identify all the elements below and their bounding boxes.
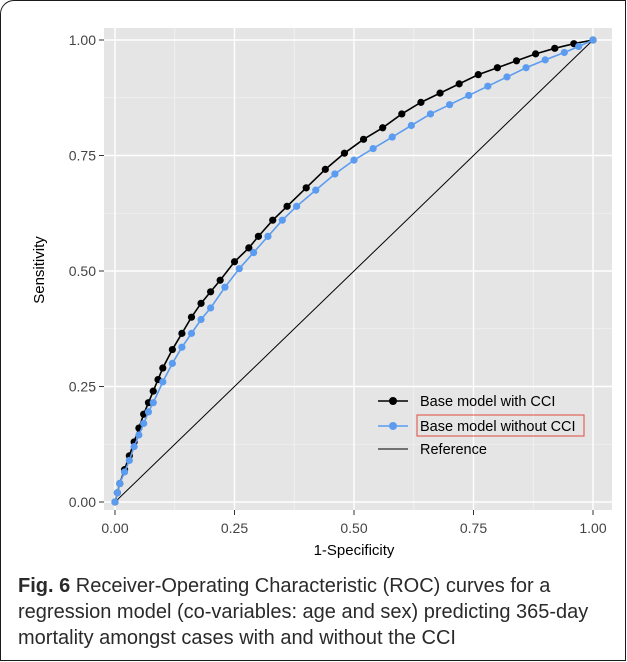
y-tick-label: 1.00 [69,32,96,48]
plot-panel [104,28,612,510]
series-line-reference [114,39,594,503]
y-tick-label: 0.75 [69,148,96,164]
series-point [140,419,148,428]
series-point [221,283,229,291]
x-tick-label: 1.00 [579,520,606,536]
series-point [474,71,482,79]
series-point [446,101,454,109]
series-point [575,42,583,51]
series-point [493,64,501,72]
series-point [125,456,133,465]
series-point [321,165,329,173]
series-point [455,80,463,88]
legend-key-point [389,397,397,405]
series-point [426,110,435,118]
series-point [503,73,511,81]
series-point [589,36,597,44]
x-axis-label: 1-Specificity [314,542,395,559]
series-point [398,110,406,118]
series-layer [111,36,597,506]
x-tick-label: 0.00 [101,520,128,536]
legend-key-point [389,422,397,430]
series-point [369,144,377,153]
series-point [484,82,492,90]
series-point [216,276,224,284]
x-tick-label: 0.25 [221,520,248,536]
series-point [187,329,196,337]
series-point [331,170,339,178]
series-point [168,345,176,354]
series-point [379,124,387,132]
series-point [130,442,138,451]
series-point [278,216,286,224]
series-point [388,133,396,141]
x-tick-label: 0.50 [340,520,367,536]
series-point [168,359,176,367]
series-point [149,399,157,407]
series-point [159,364,167,372]
y-axis-label: Sensitivity [31,236,48,304]
series-point [512,57,521,65]
series-point [159,378,167,386]
legend-label: Base model without CCI [420,419,576,435]
series-point [207,288,215,296]
legend: Base model with CCI Base model without CC… [378,394,585,458]
series-point [235,265,243,273]
series-point [283,202,291,210]
legend-label: Base model with CCI [420,394,555,410]
series-point [269,216,277,224]
series-point [302,184,310,192]
series-point [120,468,129,476]
series-point [207,304,215,312]
series-point [417,98,425,106]
series-point [178,329,186,337]
x-tick-label: 0.75 [460,520,487,536]
series-point [340,149,349,157]
caption-text: Receiver-Operating Characteristic (ROC) … [18,575,589,649]
series-point [312,186,320,194]
series-point [197,315,205,324]
series-point [187,313,196,321]
series-point [116,479,124,488]
series-1 [111,36,597,506]
series-point [149,387,157,395]
grid-lines [104,28,612,510]
figure-caption: Fig. 6 Receiver-Operating Characteristic… [18,573,618,651]
series-point [144,408,153,416]
series-point [350,156,358,164]
y-tick-label: 0.25 [69,379,96,395]
series-point [254,232,262,240]
series-point [541,56,549,64]
series-point [230,258,239,266]
axes: 0.00 0.25 0.50 0.75 1.00 0.00 0.25 0.50 0.75 1.00 [69,32,607,536]
series-point [465,91,473,100]
series-point [560,48,568,57]
series-point [522,64,530,72]
roc-chart: 0.00 0.25 0.50 0.75 1.00 0.00 0.25 0.50 0.75 1.00… [31,28,612,559]
y-tick-label: 0.50 [69,263,96,279]
series-point [359,135,368,143]
series-point [293,202,301,210]
series-point [264,232,272,240]
legend-highlight-box [416,414,585,437]
series-point [250,248,258,257]
series-point [532,50,540,58]
caption-label: Fig. 6 [18,575,71,597]
series-point [197,299,205,307]
series-point [111,498,119,506]
y-tick-label: 0.00 [69,494,96,510]
series-point [178,343,186,351]
series-point [245,244,253,252]
legend-label: Reference [420,442,487,458]
series-point [436,89,444,97]
reference-layer [114,39,594,503]
series-point [407,121,415,130]
series-point [135,431,143,439]
series-point [113,489,121,497]
series-point [551,44,559,52]
